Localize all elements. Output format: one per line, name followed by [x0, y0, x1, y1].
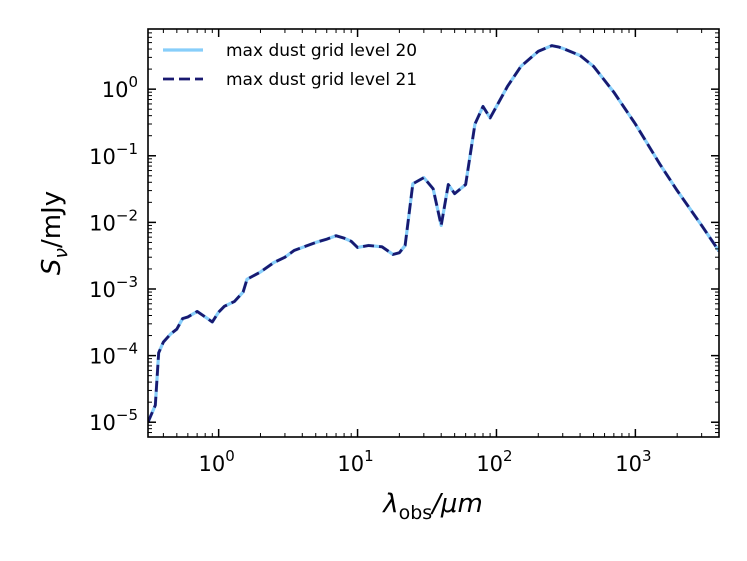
y-tick-label: 10−5: [89, 406, 138, 435]
x-tick-label: 103: [615, 447, 651, 476]
x-tick-label: 101: [337, 447, 373, 476]
y-tick-label: 10−2: [89, 206, 138, 235]
legend-label-1: max dust grid level 20: [226, 41, 417, 61]
series-line-1: [148, 44, 719, 423]
y-tick-label: 10−1: [89, 140, 138, 169]
plot-area: [148, 44, 719, 423]
x-axis-label: λobs/μm: [381, 489, 483, 524]
series-line-2: [148, 44, 719, 423]
axis-labels: λobs/μm Sν/mJy: [37, 191, 483, 524]
plot-frame: [147, 28, 720, 438]
y-tick-label: 10−4: [89, 340, 138, 369]
legend: max dust grid level 20 max dust grid leve…: [163, 41, 417, 90]
x-tick-label: 102: [476, 447, 512, 476]
y-tick-label: 10−3: [89, 273, 138, 302]
x-tick-label: 100: [199, 447, 235, 476]
y-axis-label: Sν/mJy: [37, 191, 72, 275]
major-ticks: [148, 29, 719, 437]
y-tick-label: 100: [102, 73, 138, 102]
tick-labels: 100 101 102 103 10−5 10−4 10−3 10−2 10−1 100: [89, 73, 651, 476]
minor-ticks: [148, 29, 719, 437]
legend-label-2: max dust grid level 21: [226, 70, 417, 90]
